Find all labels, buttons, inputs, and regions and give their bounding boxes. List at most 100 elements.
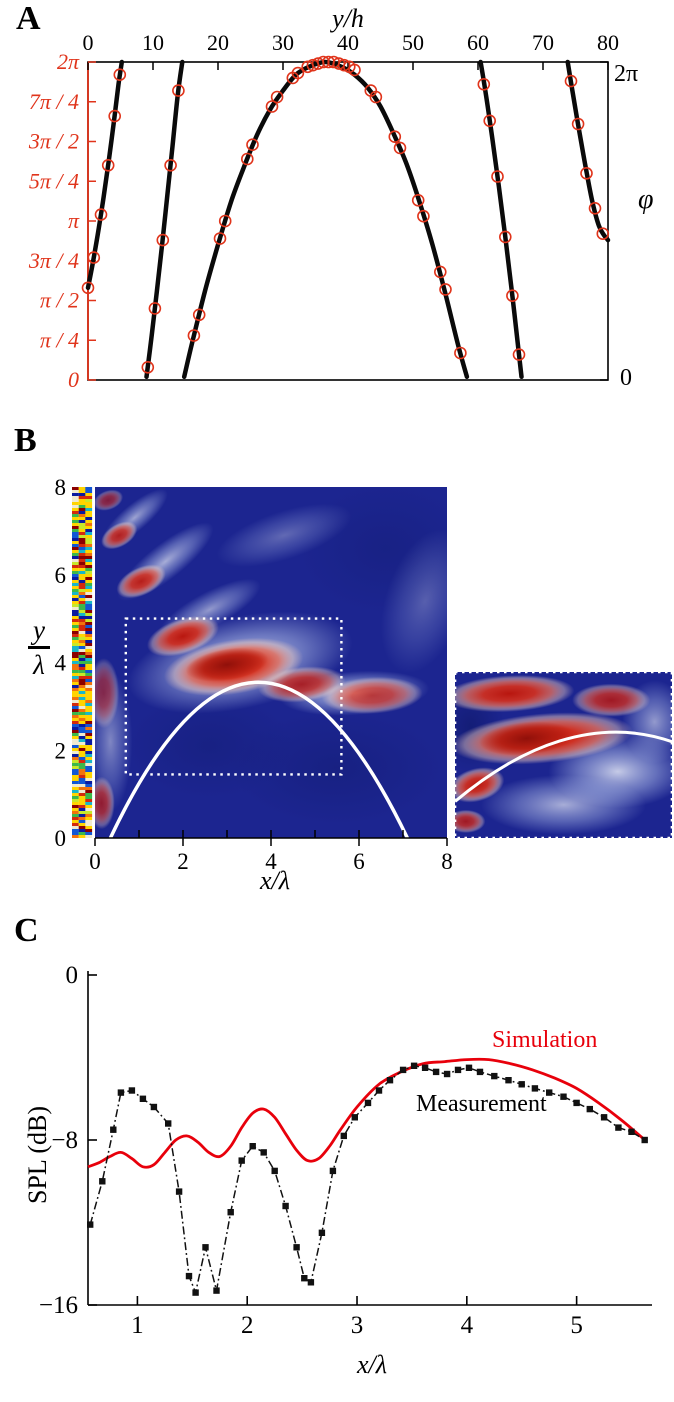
strip-cell <box>85 631 93 634</box>
strip-cell <box>85 817 93 820</box>
strip-cell <box>85 580 93 583</box>
phase-sample-marker <box>512 348 526 361</box>
field-blob-red <box>95 489 124 511</box>
strip-cell <box>78 568 86 571</box>
strip-cell <box>78 709 86 712</box>
strip-cell <box>85 526 93 529</box>
strip-cell <box>85 541 93 544</box>
strip-cell <box>72 487 79 490</box>
strip-cell <box>85 742 93 745</box>
strip-cell <box>72 610 79 613</box>
phase-curve <box>181 59 470 380</box>
strip-cell <box>78 703 86 706</box>
strip-cell <box>85 658 93 661</box>
panel-c-spl-plot: 0 −8 −16 1 2 3 4 5 <box>39 962 652 1339</box>
phase-sample-marker <box>393 141 407 155</box>
b-x-tick-label: 2 <box>177 849 189 874</box>
strip-cell <box>85 814 93 817</box>
strip-cell <box>85 499 93 502</box>
strip-cell <box>78 823 86 826</box>
strip-cell <box>78 661 86 664</box>
strip-cell <box>72 556 79 559</box>
b-y-tick-label: 4 <box>55 651 67 676</box>
strip-cell <box>85 553 93 556</box>
measurement-marker <box>260 1149 267 1156</box>
phase-sample-marker <box>101 159 115 172</box>
strip-cell <box>78 643 86 646</box>
a-x-tick-label: 30 <box>272 30 294 55</box>
strip-cell <box>72 649 79 652</box>
strip-cell <box>85 712 93 715</box>
strip-cell <box>72 691 79 694</box>
strip-cell <box>78 637 86 640</box>
strip-cell <box>85 757 93 760</box>
strip-cell <box>78 781 86 784</box>
strip-cell <box>85 688 93 691</box>
strip-cell <box>85 649 93 652</box>
strip-cell <box>85 616 93 619</box>
strip-cell <box>72 697 79 700</box>
strip-cell <box>78 631 86 634</box>
strip-cell <box>72 562 79 565</box>
strip-cell <box>78 685 86 688</box>
strip-cell <box>85 820 93 823</box>
strip-cell <box>72 598 79 601</box>
a-y-tick-label: π / 2 <box>40 288 79 313</box>
strip-cell <box>78 655 86 658</box>
b-x-tick-label: 6 <box>353 849 365 874</box>
strip-cell <box>78 565 86 568</box>
strip-cell <box>78 646 86 649</box>
strip-cell <box>85 715 93 718</box>
strip-cell <box>85 718 93 721</box>
strip-cell <box>85 754 93 757</box>
strip-cell <box>72 586 79 589</box>
strip-cell <box>78 634 86 637</box>
strip-cell <box>78 691 86 694</box>
strip-cell <box>85 619 93 622</box>
field-blob-pale <box>216 503 352 567</box>
strip-cell <box>78 553 86 556</box>
strip-cell <box>85 790 93 793</box>
strip-cell <box>72 625 79 628</box>
strip-cell <box>72 730 79 733</box>
strip-cell <box>85 496 93 499</box>
phase-sample-marker <box>81 281 95 295</box>
measurement-marker <box>454 1066 462 1074</box>
strip-cell <box>72 655 79 658</box>
measurement-marker <box>531 1085 539 1092</box>
strip-cell <box>78 808 86 811</box>
inset-blob-red <box>455 675 575 713</box>
strip-cell <box>72 787 79 790</box>
strip-cell <box>72 580 79 583</box>
strip-cell <box>78 784 86 787</box>
strip-cell <box>78 490 86 493</box>
strip-cell <box>85 679 93 682</box>
a-right-bottom-label: 0 <box>620 365 632 391</box>
strip-cell <box>85 703 93 706</box>
strip-cell <box>72 694 79 697</box>
measurement-marker <box>586 1105 593 1113</box>
strip-cell <box>85 517 93 520</box>
strip-cell <box>72 715 79 718</box>
phase-curve <box>565 59 611 243</box>
strip-cell <box>78 790 86 793</box>
strip-cell <box>78 817 86 820</box>
phase-sample-marker <box>417 209 430 223</box>
measurement-marker <box>227 1209 234 1216</box>
strip-cell <box>72 679 79 682</box>
measurement-marker <box>301 1275 308 1282</box>
strip-cell <box>85 610 93 613</box>
simulation-series-label: Simulation <box>492 1027 598 1053</box>
strip-cell <box>85 793 93 796</box>
strip-cell <box>72 529 79 532</box>
strip-cell <box>78 754 86 757</box>
phase-sample-marker <box>571 117 585 131</box>
field-blob-red <box>147 615 219 657</box>
measurement-marker <box>293 1244 300 1251</box>
strip-cell <box>72 832 79 835</box>
strip-cell <box>85 544 93 547</box>
c-x-tick-label: 1 <box>131 1312 144 1339</box>
strip-cell <box>85 625 93 628</box>
strip-cell <box>78 493 86 496</box>
strip-cell <box>72 667 79 670</box>
